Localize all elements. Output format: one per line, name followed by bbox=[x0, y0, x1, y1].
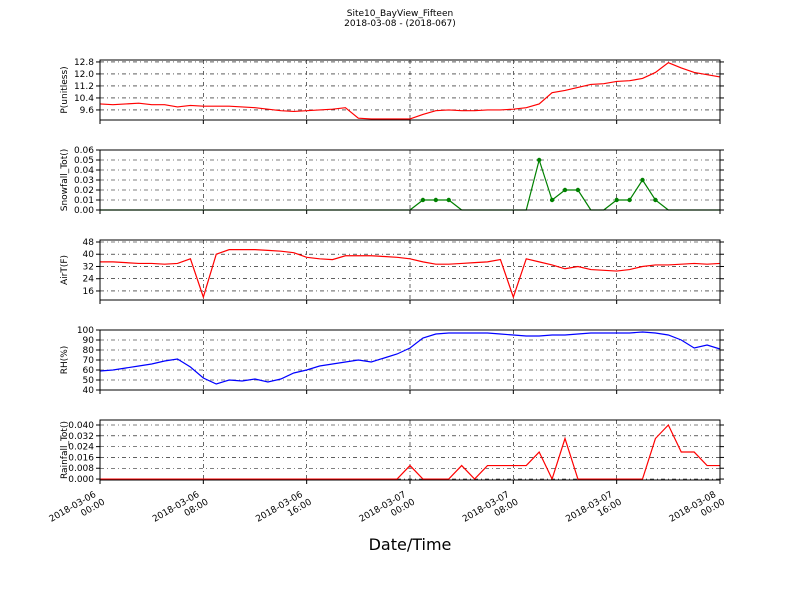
x-axis-label: Date/Time bbox=[369, 535, 452, 554]
data-point bbox=[562, 187, 568, 193]
y-tick-label: 0.016 bbox=[68, 453, 94, 463]
y-tick-label: 0.04 bbox=[74, 166, 94, 176]
y-axis-label: AirT(F) bbox=[60, 255, 70, 285]
y-tick-label: 0.008 bbox=[68, 464, 94, 474]
y-tick-label: 24 bbox=[83, 275, 95, 285]
y-axis-label: RH(%) bbox=[60, 346, 70, 375]
y-tick-label: 0.01 bbox=[74, 196, 94, 206]
y-tick-label: 80 bbox=[83, 346, 95, 356]
y-tick-label: 100 bbox=[77, 326, 94, 336]
data-point bbox=[640, 177, 645, 183]
y-tick-label: 40 bbox=[83, 386, 95, 396]
y-tick-label: 11.2 bbox=[74, 82, 94, 92]
y-axis-label: P(unitless) bbox=[60, 66, 70, 113]
y-tick-label: 0.02 bbox=[74, 186, 94, 196]
y-tick-label: 0.00 bbox=[74, 206, 94, 216]
series-line bbox=[99, 62, 721, 120]
y-tick-label: 9.6 bbox=[80, 106, 95, 116]
y-tick-label: 50 bbox=[83, 376, 95, 386]
axes-frame bbox=[99, 59, 721, 121]
y-tick-label: 10.4 bbox=[74, 94, 94, 104]
data-point bbox=[653, 197, 658, 203]
data-point bbox=[549, 197, 555, 203]
y-tick-label: 48 bbox=[83, 238, 95, 248]
y-tick-label: 16 bbox=[83, 287, 95, 297]
data-point bbox=[627, 197, 632, 203]
series-line bbox=[99, 331, 721, 385]
y-tick-label: 0.032 bbox=[68, 432, 94, 442]
data-point bbox=[420, 197, 426, 203]
chart-subtitle: 2018-03-08 - (2018-067) bbox=[344, 19, 456, 29]
y-tick-label: 12.8 bbox=[74, 58, 94, 68]
y-tick-label: 40 bbox=[83, 250, 95, 260]
y-tick-label: 90 bbox=[83, 336, 95, 346]
y-axis-label: Rainfall_Tot() bbox=[60, 421, 70, 479]
y-tick-label: 60 bbox=[83, 366, 95, 376]
y-tick-label: 12.0 bbox=[74, 70, 94, 80]
axes-frame bbox=[99, 329, 721, 391]
series-line bbox=[100, 423, 720, 481]
y-tick-label: 0.040 bbox=[68, 421, 94, 431]
data-point bbox=[433, 197, 439, 203]
y-tick-label: 0.05 bbox=[74, 156, 94, 166]
y-tick-label: 0.000 bbox=[68, 475, 94, 485]
data-point bbox=[446, 197, 451, 203]
chart-title: Site10_BayView_Fifteen bbox=[347, 9, 453, 19]
data-point bbox=[536, 157, 542, 163]
series-line bbox=[100, 249, 721, 300]
axes-frame bbox=[99, 419, 721, 481]
y-tick-label: 0.06 bbox=[74, 146, 94, 156]
y-tick-label: 0.024 bbox=[68, 443, 94, 453]
axes-frame bbox=[99, 239, 721, 301]
data-point bbox=[614, 197, 619, 203]
data-point bbox=[575, 187, 581, 193]
y-tick-label: 32 bbox=[83, 262, 94, 272]
axes-frame bbox=[99, 149, 721, 211]
y-tick-label: 70 bbox=[83, 356, 95, 366]
y-axis-label: Snowfall_Tot() bbox=[60, 149, 70, 212]
y-tick-label: 0.03 bbox=[74, 176, 94, 186]
